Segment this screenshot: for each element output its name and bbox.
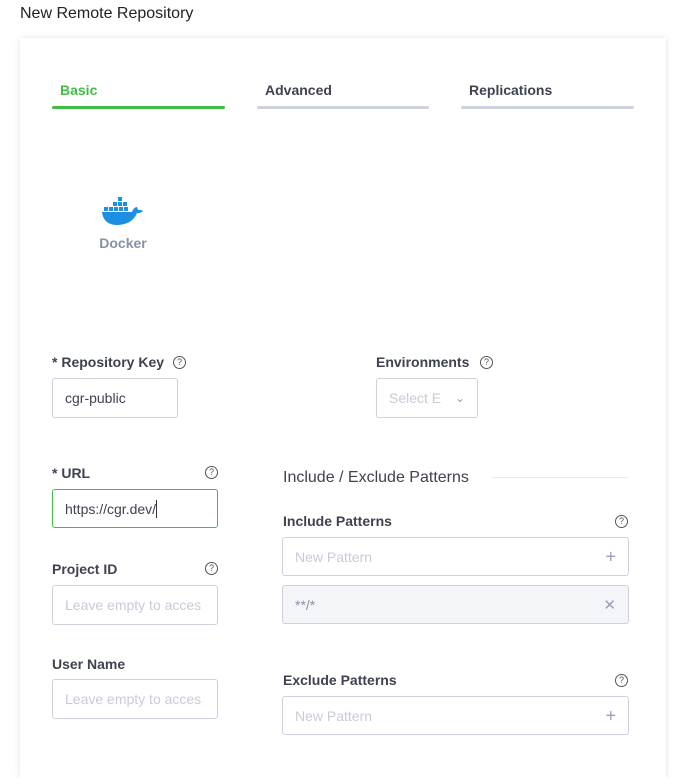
tab-basic[interactable]: Basic	[60, 82, 98, 98]
package-type-docker[interactable]: Docker	[88, 195, 158, 251]
plus-icon[interactable]: +	[605, 546, 616, 566]
tab-advanced[interactable]: Advanced	[265, 82, 332, 98]
tab-advanced-indicator	[257, 106, 429, 109]
page-title: New Remote Repository	[20, 5, 194, 22]
package-type-label: Docker	[99, 235, 147, 251]
heading-divider	[492, 477, 628, 478]
repository-key-label: * Repository Key	[52, 354, 165, 370]
help-icon[interactable]: ?	[205, 562, 218, 575]
tab-basic-indicator	[52, 106, 225, 109]
text-cursor	[156, 499, 158, 518]
repository-key-input[interactable]: cgr-public	[52, 378, 178, 418]
tab-replications-indicator	[461, 106, 634, 109]
help-icon[interactable]: ?	[480, 356, 493, 369]
project-id-label: Project ID	[52, 561, 118, 577]
include-pattern-item: **/* ✕	[282, 585, 629, 624]
user-name-label: User Name	[52, 656, 126, 672]
include-pattern-input[interactable]: New Pattern +	[282, 537, 629, 576]
user-name-input[interactable]: Leave empty to acces	[52, 679, 218, 719]
close-icon[interactable]: ✕	[603, 596, 616, 614]
exclude-pattern-input[interactable]: New Pattern +	[282, 696, 629, 735]
include-patterns-label: Include Patterns	[283, 513, 392, 529]
url-input[interactable]: https://cgr.dev/	[52, 489, 218, 528]
help-icon[interactable]: ?	[615, 674, 628, 687]
exclude-patterns-label: Exclude Patterns	[283, 672, 397, 688]
plus-icon[interactable]: +	[605, 705, 616, 725]
chevron-down-icon: ⌄	[454, 391, 465, 405]
docker-whale-icon	[102, 197, 143, 225]
environments-label: Environments	[376, 354, 470, 370]
help-icon[interactable]: ?	[173, 356, 186, 369]
tab-replications[interactable]: Replications	[469, 82, 553, 98]
project-id-input[interactable]: Leave empty to acces	[52, 585, 218, 625]
help-icon[interactable]: ?	[205, 466, 218, 479]
help-icon[interactable]: ?	[615, 515, 628, 528]
environments-select[interactable]: Select E ⌄	[376, 378, 478, 418]
patterns-heading: Include / Exclude Patterns	[283, 469, 469, 486]
url-label: * URL	[52, 465, 91, 481]
